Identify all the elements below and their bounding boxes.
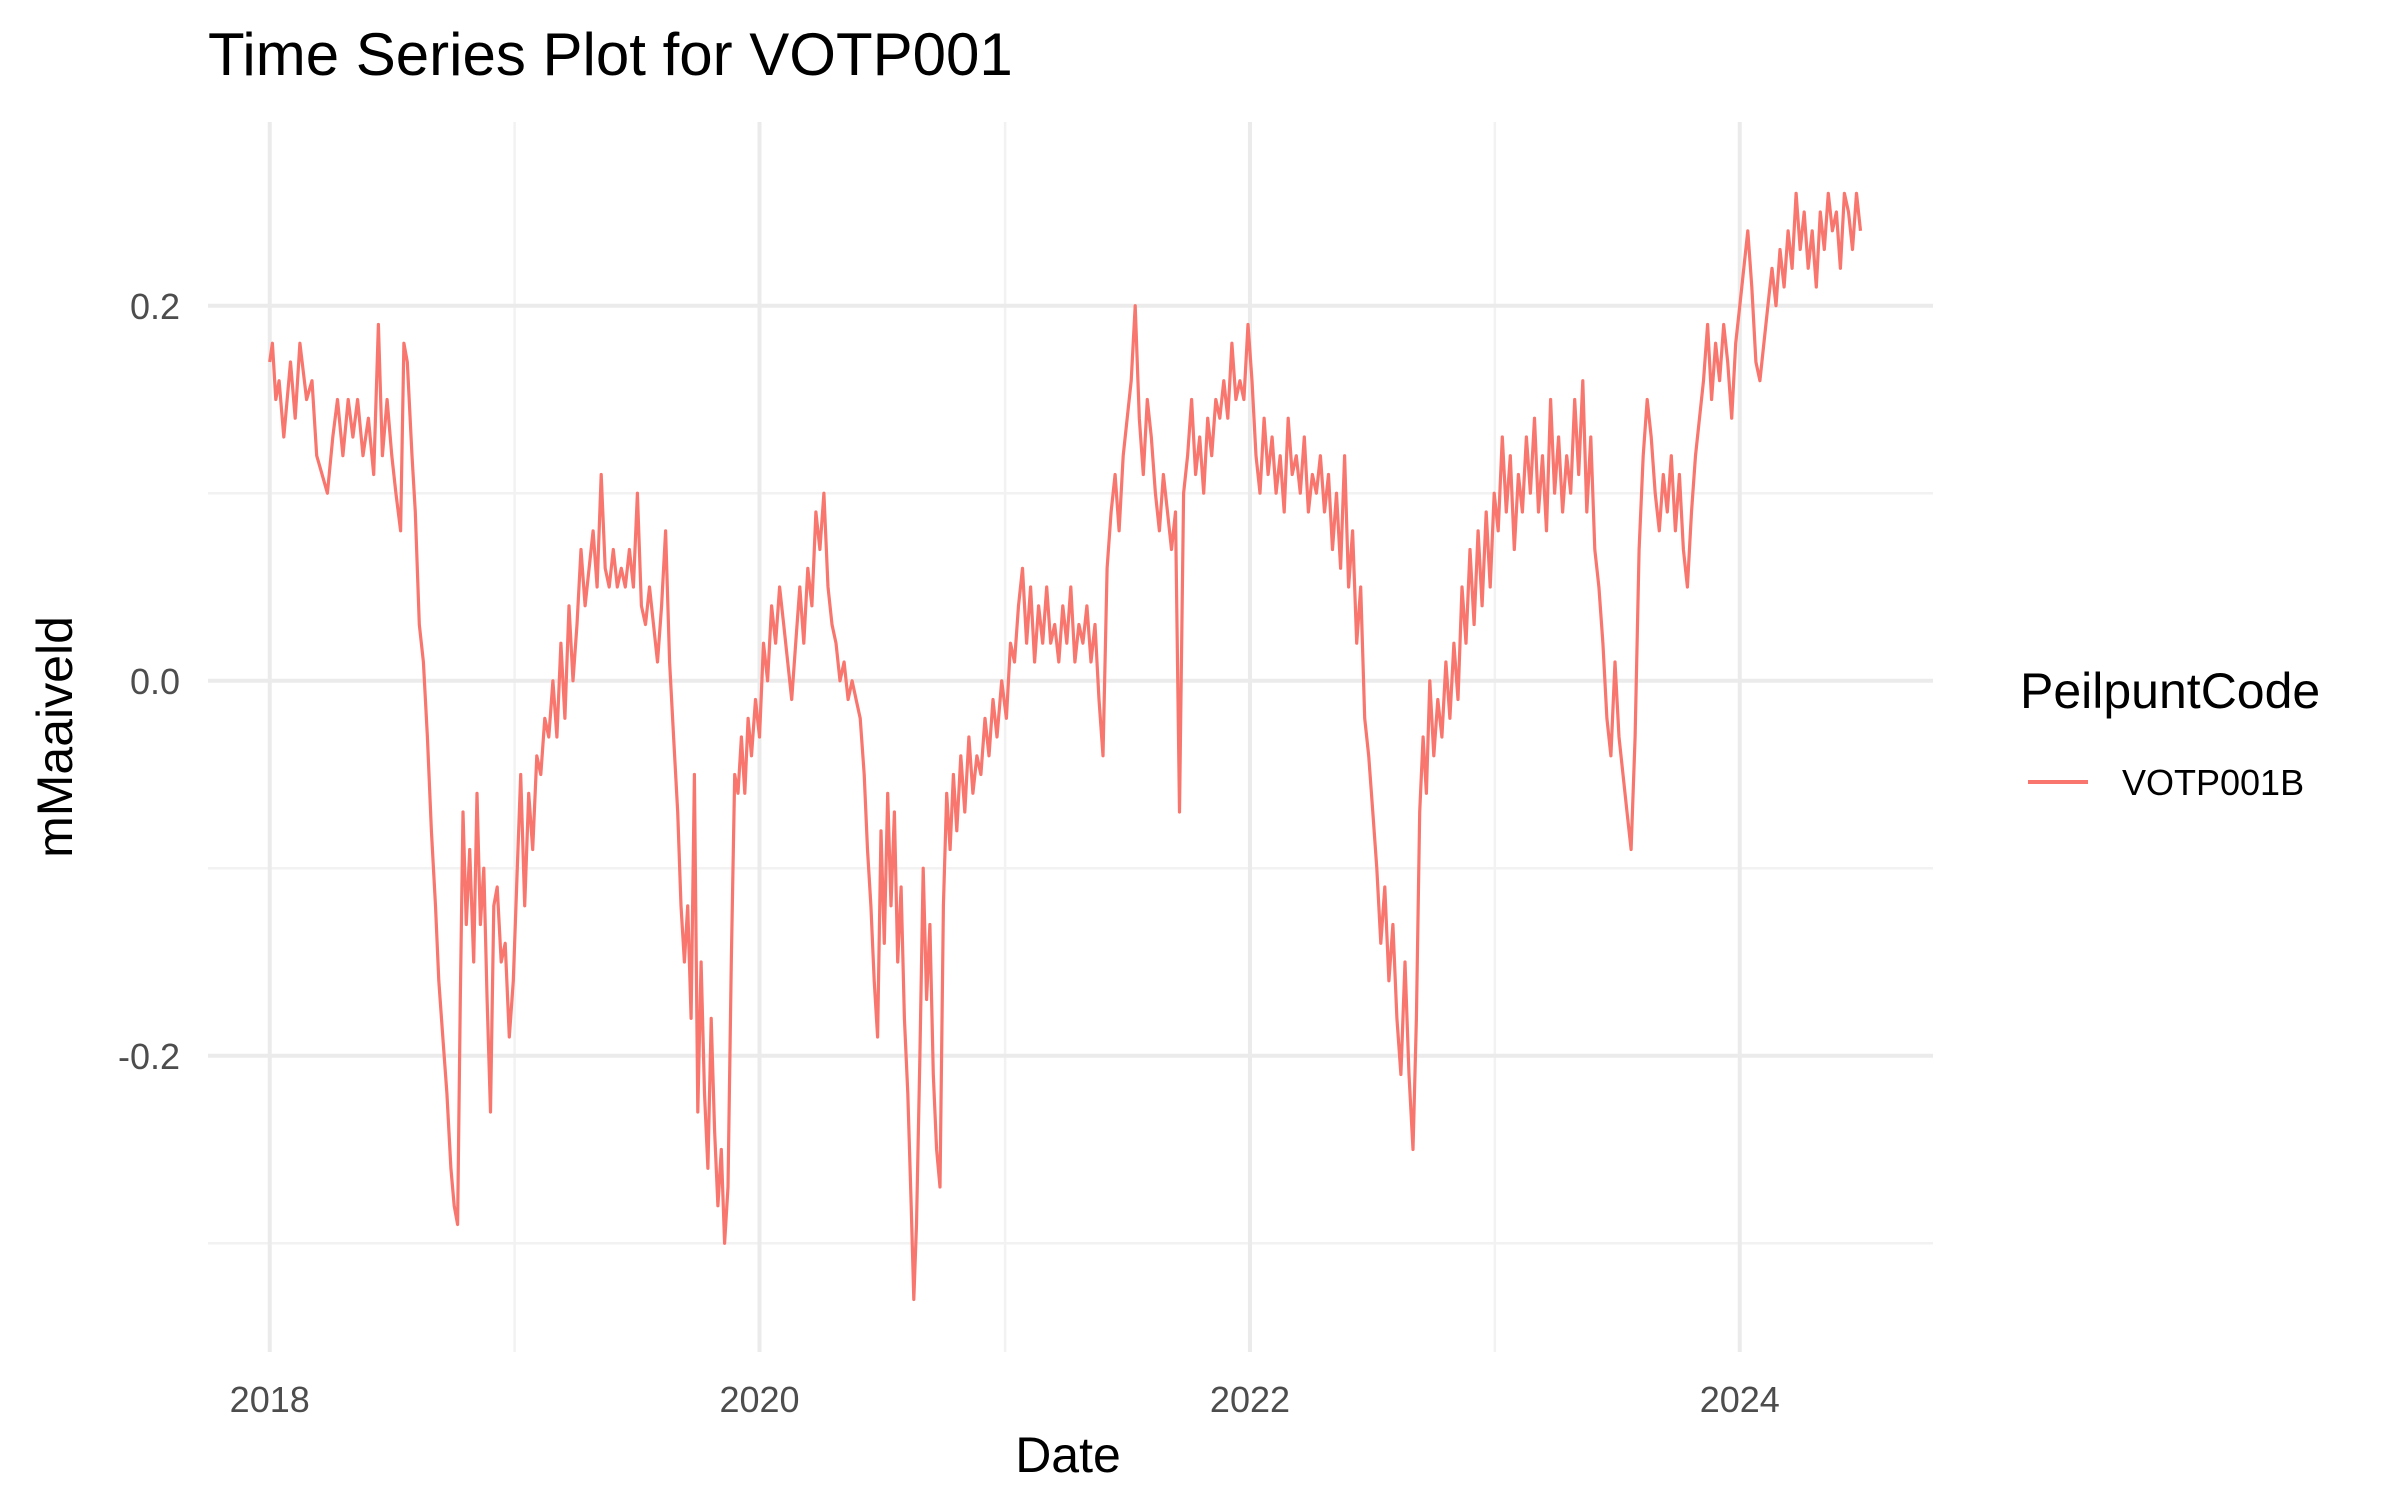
x-tick-label: 2022 (1210, 1379, 1290, 1420)
y-axis-tick-labels: 0.2 0.0 -0.2 (118, 286, 180, 1077)
x-axis-tick-labels: 2018 2020 2022 2024 (230, 1379, 1780, 1420)
x-tick-label: 2018 (230, 1379, 310, 1420)
x-tick-label: 2020 (719, 1379, 799, 1420)
x-axis-title: Date (1015, 1427, 1121, 1483)
series-line-votp001b (268, 191, 1863, 1302)
x-tick-label: 2024 (1700, 1379, 1780, 1420)
series-layer (268, 191, 1863, 1302)
chart-title: Time Series Plot for VOTP001 (208, 21, 1013, 88)
y-tick-label: 0.2 (130, 286, 180, 327)
major-gridlines (208, 122, 1933, 1352)
y-axis-title: mMaaiveld (27, 616, 83, 858)
legend: PeilpuntCode VOTP001B (2020, 663, 2320, 803)
minor-gridlines (208, 122, 1933, 1352)
legend-title: PeilpuntCode (2020, 663, 2320, 719)
y-tick-label: 0.0 (130, 661, 180, 702)
legend-label-votp001b: VOTP001B (2122, 762, 2304, 803)
y-tick-label: -0.2 (118, 1036, 180, 1077)
